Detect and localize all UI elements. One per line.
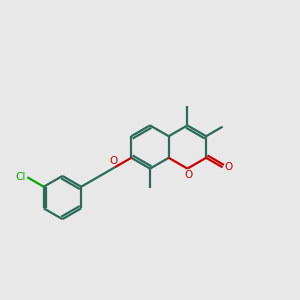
Text: O: O — [184, 170, 192, 180]
Text: O: O — [224, 162, 232, 172]
Text: Cl: Cl — [15, 172, 26, 182]
Text: O: O — [110, 156, 118, 166]
